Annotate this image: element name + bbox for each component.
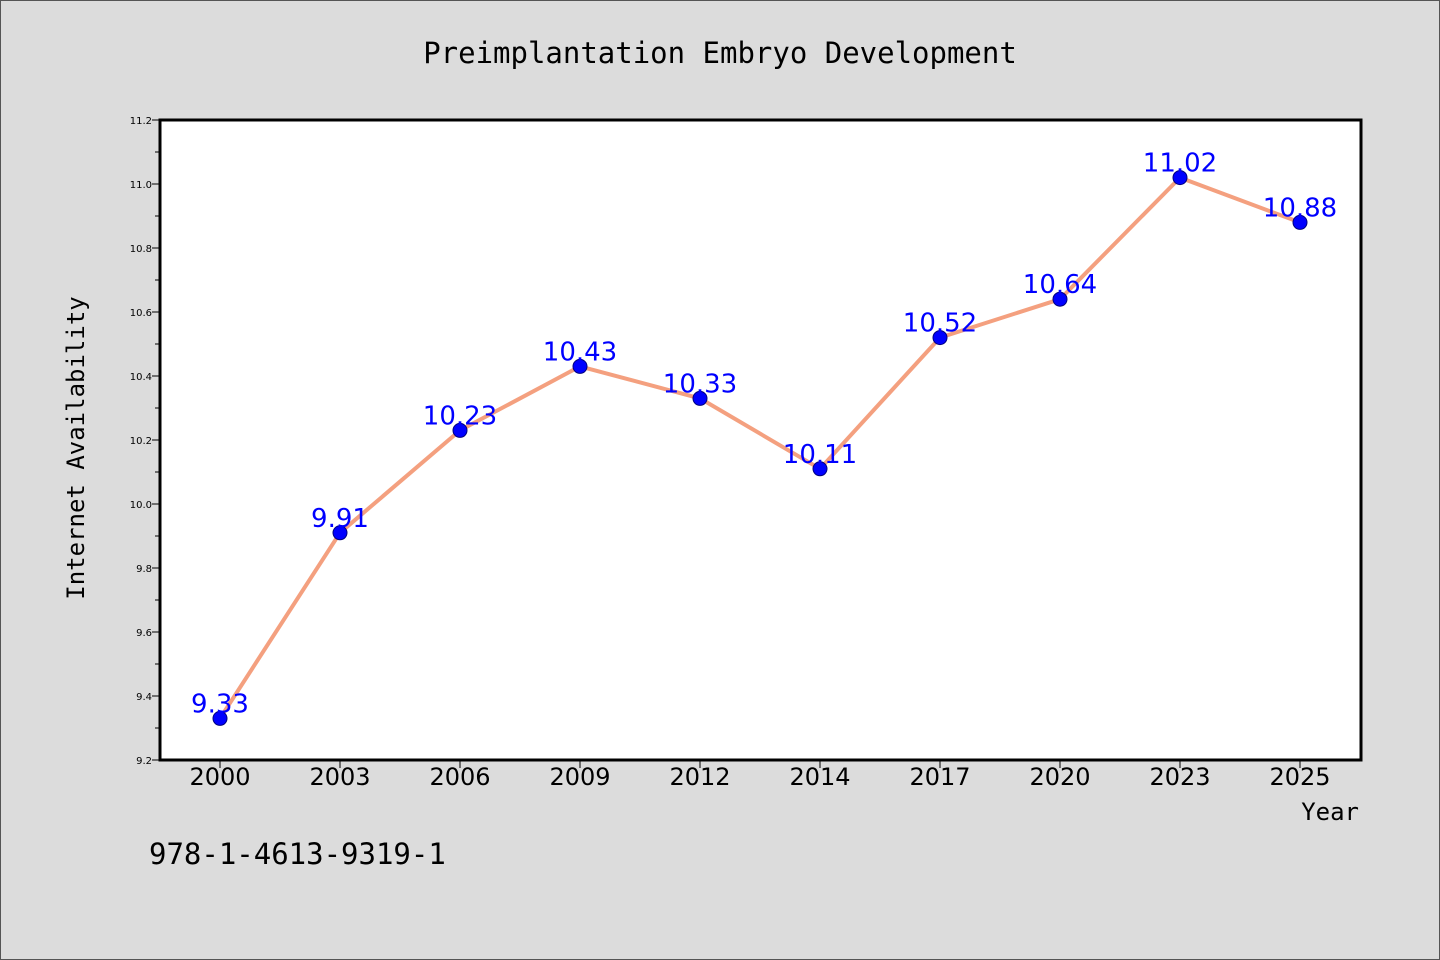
data-label: 10.11 [783,440,857,470]
data-labels: 9.33 9.91 10.23 10.43 10.33 10.11 10.52 10.64 11… [191,149,1337,720]
x-tick-label: 2023 [1149,763,1210,791]
chart-title: Preimplantation Embryo Development [423,36,1017,70]
data-label: 10.23 [423,401,497,431]
data-label: 10.88 [1263,193,1337,223]
x-tick-label: 2020 [1029,763,1090,791]
y-tick-label: 9.4 [136,692,152,703]
x-tick-label: 2017 [909,763,970,791]
data-label: 11.02 [1143,149,1217,179]
x-axis: 2000 2003 2006 2009 2012 2014 2017 2020 2023 2025 [189,760,1331,791]
data-label: 10.52 [903,309,977,339]
data-point-marker [332,525,348,541]
data-point-marker [212,710,228,726]
data-label: 9.33 [191,689,249,719]
y-tick-label: 11.0 [130,180,152,191]
y-tick-label: 10.2 [130,436,152,447]
data-point-marker [692,390,708,406]
data-label: 10.33 [663,369,737,399]
y-tick-label: 10.8 [130,244,152,255]
series-markers [212,170,1308,726]
series-line [218,175,1302,721]
data-label: 10.64 [1023,270,1097,300]
x-tick-label: 2009 [549,763,610,791]
data-point-marker [1052,291,1068,307]
y-tick-label: 10.4 [130,372,152,383]
y-tick-label: 9.8 [136,564,152,575]
data-label: 10.43 [543,337,617,367]
x-axis-label: Year [1301,798,1359,826]
x-tick-label: 2012 [669,763,730,791]
plot-area [158,118,1363,762]
x-tick-label: 2003 [309,763,370,791]
y-tick-label: 9.6 [136,628,152,639]
y-tick-label: 11.2 [130,116,152,127]
x-tick-label: 2014 [789,763,850,791]
isbn-footer: 978-1-4613-9319-1 [149,837,446,871]
series-line-path [218,175,1302,721]
y-tick-label: 10.6 [130,308,152,319]
data-point-marker [1172,170,1188,186]
data-point-marker [452,422,468,438]
y-axis: 9.2 9.4 9.6 9.8 10.0 10.2 10.4 10.6 10.8 11.0 11.2 [130,116,160,767]
x-tick-label: 2025 [1269,763,1330,791]
x-tick-label: 2000 [189,763,250,791]
y-tick-label: 10.0 [130,500,152,511]
data-point-marker [1292,214,1308,230]
y-tick-label: 9.2 [136,756,152,767]
x-tick-label: 2006 [429,763,490,791]
data-point-marker [572,358,588,374]
data-label: 9.91 [311,504,369,534]
data-point-marker [932,330,948,346]
data-point-marker [812,461,828,477]
y-axis-label: Internet Availability [62,296,90,599]
